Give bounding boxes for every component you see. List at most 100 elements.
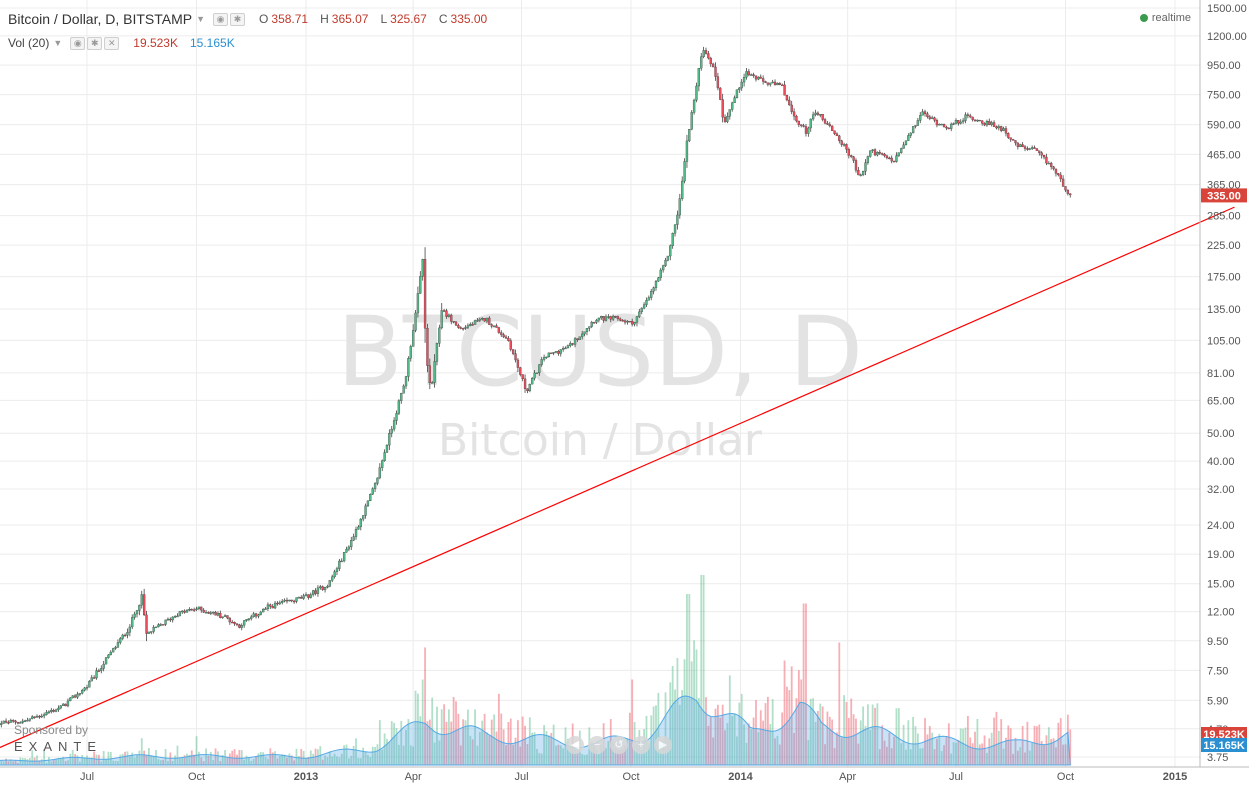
volume-bar [440, 709, 443, 765]
volume-bar [452, 696, 455, 765]
candle-body [945, 126, 948, 129]
candle-body [126, 632, 129, 636]
volume-title[interactable]: Vol (20) [8, 36, 50, 50]
candle-body [14, 720, 17, 723]
candle-body [154, 626, 158, 629]
trend-line[interactable] [0, 206, 1235, 752]
price-tick-label: 24.00 [1207, 520, 1235, 532]
volume-bar [1016, 750, 1019, 765]
volume-bar [217, 751, 219, 765]
candle-body [176, 615, 179, 618]
volume-bar [581, 753, 584, 765]
candle-body [352, 536, 355, 541]
candle-body [614, 316, 617, 318]
volume-bar [262, 752, 265, 765]
eye-icon[interactable]: ◉ [70, 36, 86, 50]
volume-bar [593, 744, 595, 765]
scroll-right-button[interactable]: ▶ [654, 736, 672, 754]
candle-body [428, 365, 431, 384]
candle-body [904, 140, 908, 146]
candle-body [354, 529, 358, 537]
candle-body [1052, 166, 1055, 170]
candle-body [173, 616, 177, 618]
candle-body [1009, 137, 1012, 140]
eye-icon[interactable]: ◉ [213, 12, 229, 26]
gear-icon[interactable]: ✱ [87, 36, 103, 50]
volume-bar [159, 760, 162, 765]
candle-body [800, 124, 803, 126]
time-axis[interactable]: Jul Oct 2013 Apr Jul Oct 2014 Apr Jul Oct 2015 [0, 766, 1249, 783]
candle-body [792, 111, 796, 117]
candle-body [540, 359, 543, 365]
volume-bar [557, 744, 560, 765]
candle-body [802, 125, 805, 127]
watermark-description: Bitcoin / Dollar [438, 415, 763, 466]
chevron-down-icon[interactable]: ▼ [196, 14, 206, 24]
reset-button[interactable]: ↺ [610, 736, 628, 754]
volume-bar [271, 752, 274, 765]
volume-bar [250, 760, 253, 765]
volume-bar [683, 659, 686, 765]
candle-body [1004, 128, 1008, 134]
candle-body [873, 149, 877, 156]
price-axis[interactable]: 1500.001200.00950.00750.00590.00465.0036… [1199, 0, 1247, 767]
scroll-left-button[interactable]: ◀ [566, 736, 584, 754]
volume-bar [500, 713, 503, 765]
candle-body [1016, 142, 1020, 147]
candle-body [731, 102, 734, 110]
candle-body [1023, 146, 1027, 149]
zoom-out-button[interactable]: − [588, 736, 606, 754]
candle-body [723, 116, 727, 122]
volume-bar [297, 756, 300, 765]
candle-body [864, 162, 867, 172]
candle-body [290, 599, 293, 602]
candle-body [585, 328, 589, 332]
sponsor-brand[interactable]: EXANTE [14, 739, 103, 754]
price-tick-label: 750.00 [1207, 90, 1241, 102]
volume-bar [788, 690, 791, 765]
volume-bar [336, 756, 338, 765]
candle-body [445, 310, 448, 317]
price-tick-label: 32.00 [1207, 484, 1235, 496]
volume-bar [288, 753, 291, 765]
zoom-in-button[interactable]: + [632, 736, 650, 754]
symbol-title[interactable]: Bitcoin / Dollar, D, BITSTAMP [8, 11, 193, 27]
volume-bar [21, 758, 24, 765]
volume-bar [695, 649, 698, 765]
volume-bar [121, 753, 124, 765]
candle-body [369, 494, 372, 502]
candle-body [640, 307, 643, 313]
volume-bar [245, 755, 248, 765]
volume-bar [483, 713, 486, 765]
candle-body [592, 322, 596, 324]
volume-bar [436, 706, 438, 765]
close-icon[interactable]: ✕ [104, 36, 120, 50]
close-value: 335.00 [450, 12, 488, 26]
volume-bar [719, 717, 722, 765]
candle-body [809, 118, 812, 129]
candle-body [773, 81, 777, 86]
chevron-down-icon[interactable]: ▼ [53, 38, 63, 48]
candle-body [866, 156, 870, 163]
candle-body [650, 291, 653, 298]
candle-body [102, 663, 105, 669]
volume-bar [993, 717, 995, 765]
volume-bar [133, 757, 136, 765]
candle-body [811, 114, 815, 120]
sponsor[interactable]: Sponsored by EXANTE [14, 723, 102, 754]
candle-body [2, 720, 5, 724]
candle-body [788, 99, 791, 106]
candle-body [119, 638, 122, 643]
volume-bar [905, 749, 907, 765]
gear-icon[interactable]: ✱ [230, 12, 246, 26]
candle-body [554, 351, 558, 353]
volume-bar [212, 759, 215, 765]
candle-body [683, 161, 686, 182]
candle-body [909, 132, 912, 136]
candle-body [738, 87, 741, 90]
volume-bar [607, 741, 610, 765]
candle-body [1011, 139, 1015, 141]
candle-body [235, 623, 239, 625]
candle-body [247, 618, 251, 620]
